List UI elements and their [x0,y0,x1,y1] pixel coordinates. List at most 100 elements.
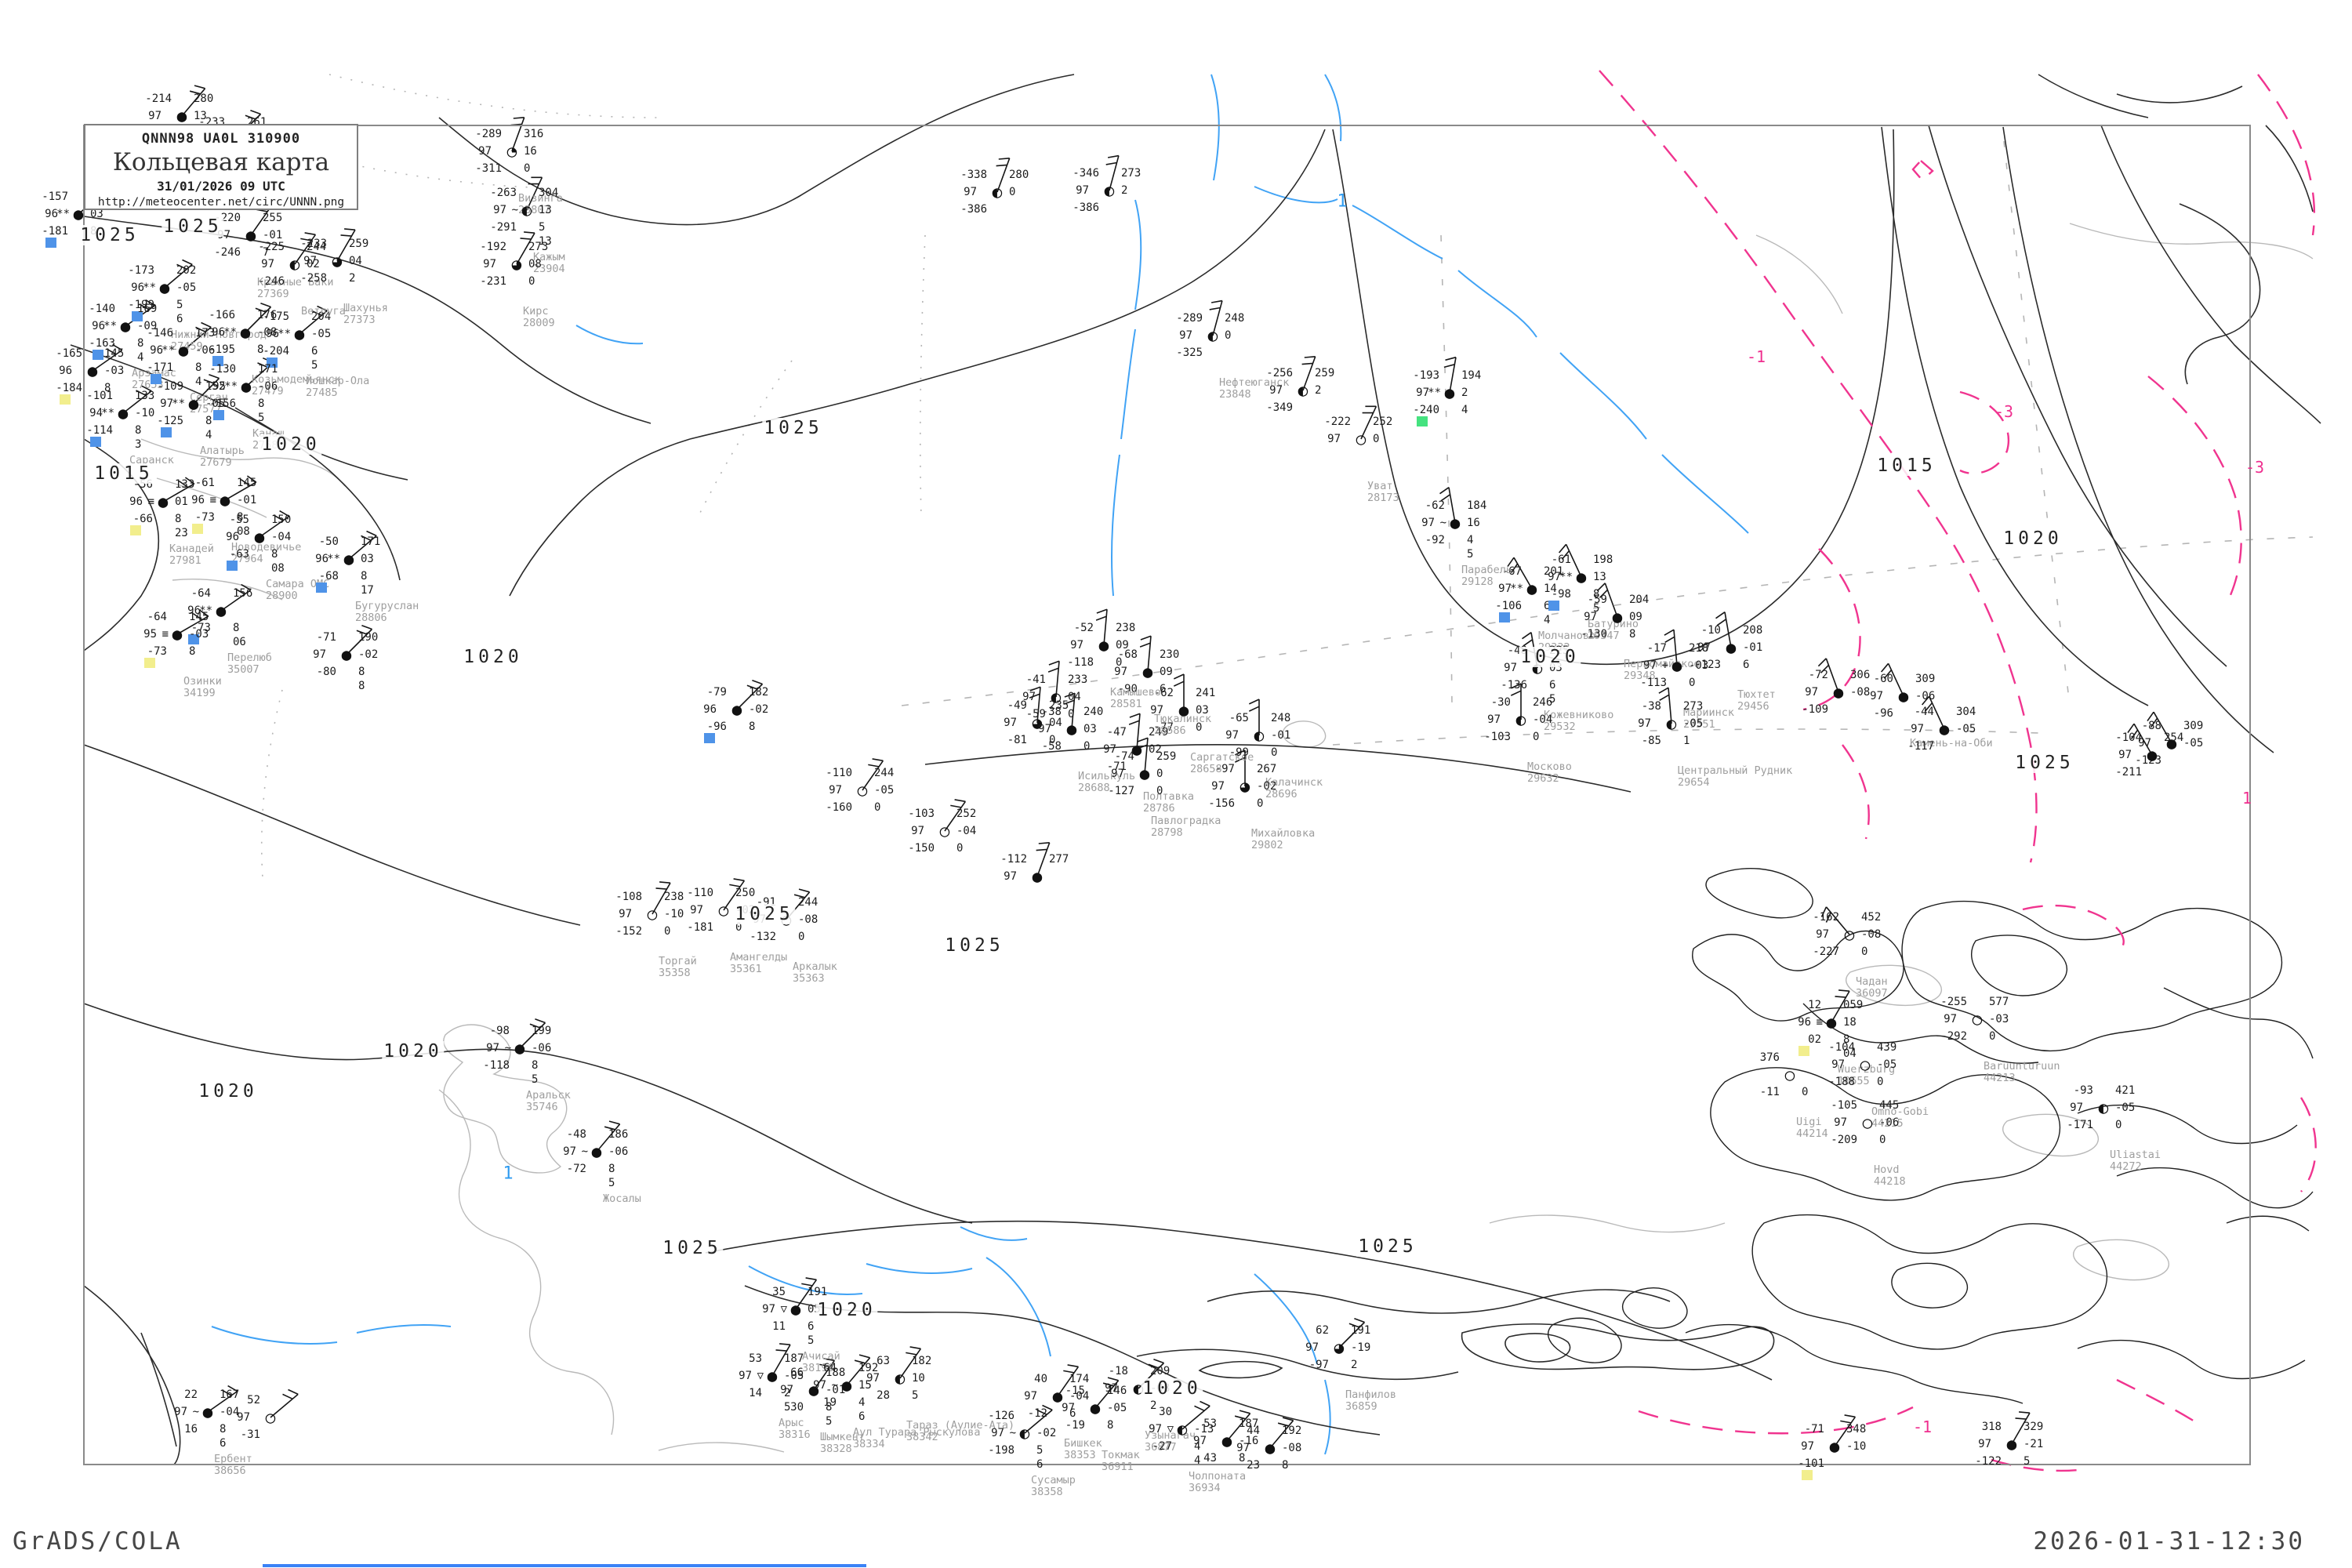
wind-barb [2147,711,2172,744]
station-humidity: 97 [1111,768,1124,780]
cloud-amount: 2 [784,1387,791,1399]
station-dewpoint: -181 [42,225,68,238]
station-id: 23848 [1219,388,1251,401]
station-id: 38316 [779,1428,811,1441]
station-dewpoint: -211 [2115,766,2142,779]
station-name: Калачинск [1265,776,1323,789]
station-humidity: 97 [762,1303,775,1316]
extra-value: 23 [175,527,188,539]
wind-barb [1105,154,1120,191]
station-pressure: 254 [2164,731,2184,744]
pressure-tendency: 09 [1116,639,1129,652]
station-pressure: 156 [233,587,253,600]
cloud-cover-symbol: ● [178,341,189,360]
station-temperature: 35 [772,1286,786,1298]
station-humidity: 96 [191,494,205,506]
pressure-tendency: -06 [195,344,216,357]
extra-value: 5 [784,1401,791,1414]
pressure-tendency: 03 [1196,704,1209,717]
station-id: 36877 [1145,1441,1177,1454]
cloud-amount: 8 [137,337,144,350]
station-id: 29347 [1588,630,1620,642]
geo-layer-path [156,477,267,518]
station-id: 36911 [1102,1461,1134,1473]
front-layer-path [1842,744,1870,840]
station-name: Тюкалинск [1154,713,1212,725]
cloud-amount: 8 [257,343,264,356]
extra-value: 4 [137,351,144,364]
weather-symbol: ~ [511,204,518,216]
weather-symbol: ** [101,407,114,419]
station-dewpoint: -204 [263,345,289,358]
wind-barb [1510,683,1522,720]
station-humidity: 96 [59,365,72,377]
station-pressure: 186 [608,1128,629,1141]
station-humidity: 96 [212,326,225,339]
pressure-tendency: -16 [1239,1435,1259,1447]
weather-symbol: ~ [831,1379,838,1392]
station-humidity: 97 [486,1042,499,1054]
wind-barb [1596,583,1618,618]
station-pressure: 329 [2024,1421,2044,1433]
river-layer-path [1111,454,1120,597]
pressure-tendency: 04 [1049,717,1062,729]
yellow-square-marker [1802,1470,1813,1480]
wind-barb [795,1277,818,1310]
station-id: 38358 [1031,1486,1063,1498]
cloud-amount: 4 [1467,534,1474,546]
station-id: 10655 [1838,1075,1870,1087]
station-temperature: -88 [2141,720,2161,732]
cloud-amount: 4 [1194,1440,1201,1453]
station-dewpoint: 28 [877,1389,890,1402]
wind-barb [1664,629,1678,666]
pressure-tendency: -06 [258,380,278,393]
station-temperature: -193 [1413,369,1439,382]
grid-layer-path [1440,234,1453,706]
station-dewpoint: -156 [209,397,236,410]
pressure-tendency: 01 [175,495,188,508]
cloud-amount: 0 [735,921,742,934]
wind-barb [259,510,290,538]
station-name: Йошкар-Ола [306,375,370,387]
station-temperature: -71 [1804,1423,1824,1436]
station-temperature: -110 [687,887,713,899]
isobar-label-1025: 1025 [2013,753,2076,773]
station-id: 36934 [1189,1482,1221,1494]
station-temperature: -10 [1700,624,1721,637]
station-humidity: 96 [45,208,58,220]
station-temperature: 63 [877,1355,890,1367]
cloud-cover-symbol: ● [790,1300,801,1319]
station-humidity: 97 [2070,1102,2083,1114]
cloud-cover-symbol: ● [1066,720,1077,739]
station-pressure: 280 [194,93,214,105]
blue-square-marker [267,358,278,368]
mountain-contour-layer-path [1891,1262,1969,1308]
station-id: 28900 [266,590,298,602]
wind-barb [1036,842,1051,877]
station-temperature: -30 [1490,696,1511,709]
wind-barb [224,475,257,501]
extra-value: 17 [361,584,374,597]
pressure-tendency: -03 [104,365,125,377]
station-temperature: -41 [1025,673,1046,686]
isobar-label-1015: 1015 [93,463,155,484]
front-layer-path [1911,159,1934,182]
pressure-tendency: 18 [1843,1016,1857,1029]
pressure-tendency: 03 [90,208,103,220]
cloud-amount: 8 [258,397,265,410]
geo-layer-path [438,1089,615,1436]
station-pressure: 259 [1315,367,1335,379]
station-name: Саргатское [1190,751,1254,764]
station-id: 27485 [306,387,338,399]
extra-value: 4 [205,429,212,441]
cloud-cover-symbol: ● [1052,1387,1063,1406]
isobar-layer-path [140,1332,177,1447]
extra-value: 4 [195,376,202,388]
station-id: 35007 [227,663,260,676]
station-dewpoint: -77 [1153,721,1174,734]
yellow-square-marker [60,394,71,405]
cloud-cover-symbol: ◐ [1104,181,1115,200]
station-temperature: 376 [1759,1051,1780,1064]
station-name: Сусамыр [1031,1474,1076,1486]
